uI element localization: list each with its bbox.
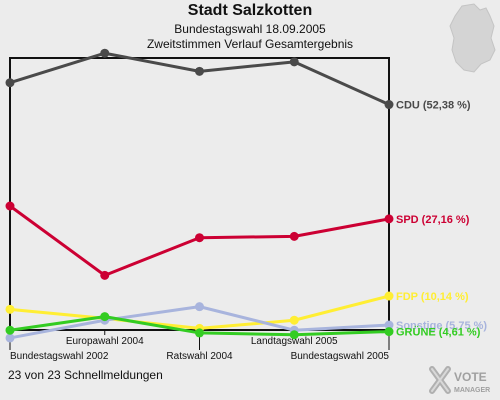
ballot-x-icon (429, 366, 451, 394)
plot-frame (9, 57, 390, 331)
logo-text-vote: VOTE (454, 370, 487, 384)
data-point-gr-ne (195, 328, 204, 338)
data-point-fdp (5, 304, 15, 314)
report-count: 23 von 23 Schnellmeldungen (8, 368, 163, 382)
data-point-spd (195, 233, 204, 243)
data-point-cdu (5, 78, 15, 88)
series-label-sonstige: Sonstige (5,75 %) (396, 320, 487, 332)
x-tick-label: Bundestagswahl 2005 (291, 351, 390, 362)
vote-manager-logo: VOTE MANAGER (429, 366, 490, 394)
series-label-fdp: FDP (10,14 %) (396, 291, 469, 303)
series-label-cdu: CDU (52,38 %) (396, 100, 471, 112)
data-point-sonstige (195, 302, 204, 312)
data-point-cdu (289, 57, 299, 67)
data-point-spd (100, 270, 110, 280)
data-point-cdu (100, 48, 110, 58)
chart-subtitle-election: Bundestagswahl 18.09.2005 (174, 22, 326, 36)
data-point-cdu (384, 100, 394, 110)
x-tick-label: Ratswahl 2004 (166, 351, 233, 362)
x-tick-label: Europawahl 2004 (66, 336, 144, 347)
data-point-gr-ne (289, 330, 299, 340)
data-point-fdp (289, 315, 299, 325)
chart-subtitle-description: Zweitstimmen Verlauf Gesamtergebnis (146, 37, 354, 51)
data-point-gr-ne (384, 327, 394, 337)
logo-text-manager: MANAGER (454, 387, 490, 394)
chart-title: Stadt Salzkotten (187, 2, 313, 19)
germany-map-icon (449, 3, 496, 73)
x-tick-label: Landtagswahl 2005 (251, 336, 338, 347)
data-point-gr-ne (100, 312, 110, 322)
x-tick-label: Bundestagswahl 2002 (10, 351, 109, 362)
series-label-spd: SPD (27,16 %) (396, 214, 470, 226)
data-point-sonstige (384, 320, 394, 330)
data-point-cdu (195, 66, 204, 76)
data-point-spd (384, 214, 394, 224)
series-label-gr-ne: GRÜNE (4,61 %) (396, 326, 481, 339)
data-point-spd (5, 201, 15, 211)
data-point-fdp (384, 291, 394, 301)
data-point-sonstige (5, 333, 15, 343)
data-point-spd (289, 231, 299, 241)
data-point-gr-ne (5, 325, 15, 335)
